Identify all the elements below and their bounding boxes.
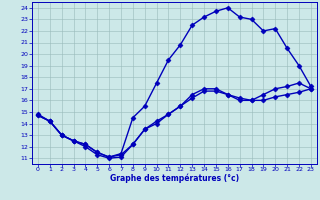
X-axis label: Graphe des températures (°c): Graphe des températures (°c) bbox=[110, 174, 239, 183]
